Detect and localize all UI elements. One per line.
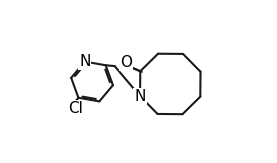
Text: N: N xyxy=(79,54,91,69)
Text: O: O xyxy=(120,55,132,70)
Text: N: N xyxy=(134,89,146,104)
Text: Cl: Cl xyxy=(68,101,83,116)
